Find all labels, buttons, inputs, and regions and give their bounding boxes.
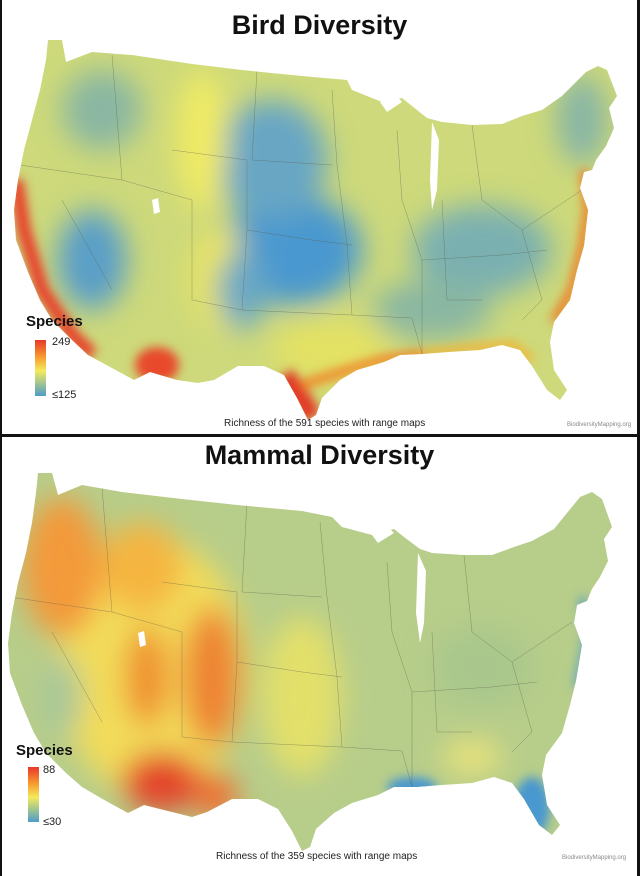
legend-title: Species [26,313,83,330]
mammal-species-legend: Species 88 ≤30 [16,742,96,832]
legend-min-value: ≤30 [43,816,62,828]
bird-diversity-title: Bird Diversity [231,10,408,40]
bird-diversity-map [14,40,617,420]
mammal-diversity-panel: Mammal Diversity Species 88 ≤30 Richness… [2,437,637,876]
mammal-credit: BiodiversityMapping.org [562,855,627,861]
legend-max-value: 249 [52,336,71,348]
legend-title: Species [16,742,73,759]
mammal-diversity-title: Mammal Diversity [204,440,435,470]
legend-min-value: ≤125 [52,389,77,401]
legend-max-value: 88 [43,764,56,776]
panel-divider [0,434,640,437]
mammal-diversity-map [8,473,612,851]
bird-diversity-panel: Bird Diversity Species 249 ≤125 Richness… [2,0,637,434]
bird-species-legend: Species 249 ≤125 [26,313,106,403]
mammal-caption: Richness of the 359 species with range m… [216,851,418,862]
color-scale-bar [28,767,39,822]
bird-credit: BiodiversityMapping.org [567,422,632,428]
color-scale-bar [35,340,46,396]
bird-caption: Richness of the 591 species with range m… [224,418,426,429]
